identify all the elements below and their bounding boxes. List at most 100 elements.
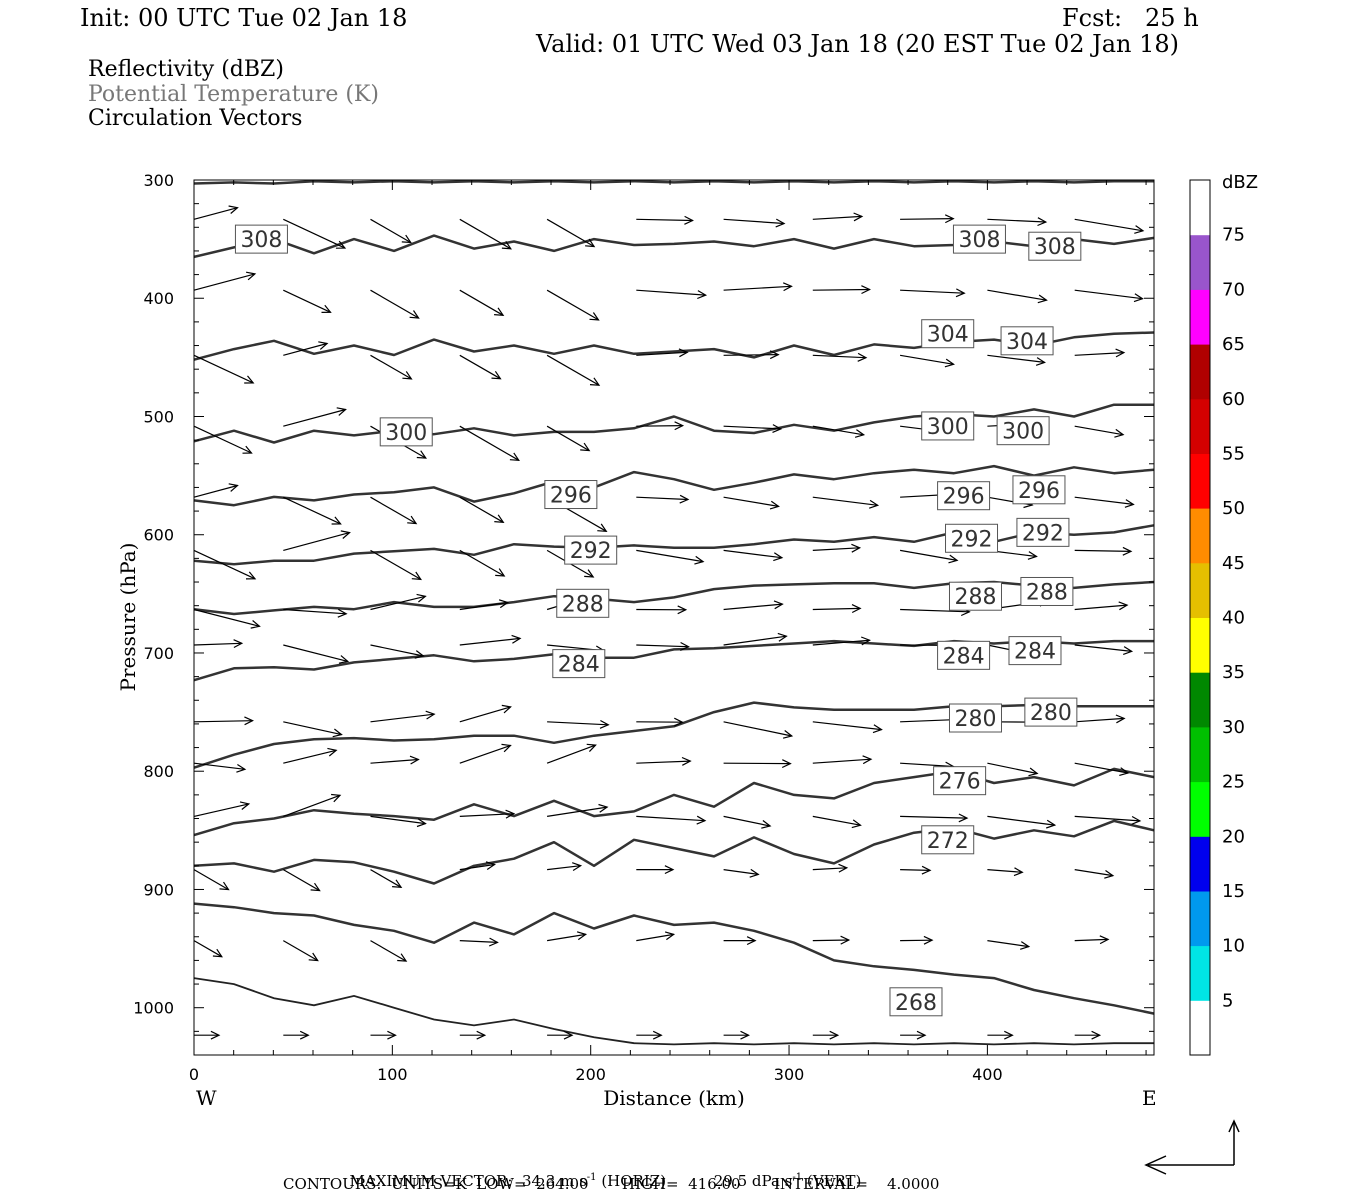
vector-head (1133, 293, 1144, 303)
vector-shaft (283, 721, 342, 736)
vector-head (1115, 348, 1126, 358)
vector-head (1046, 819, 1057, 829)
vector-head (488, 937, 499, 947)
vector-shaft (636, 644, 689, 648)
y-tick-label: 700 (143, 644, 174, 663)
vector-shaft (547, 933, 586, 942)
y-tick-label: 800 (143, 762, 174, 781)
vector-head (331, 793, 342, 803)
contour-label-box (933, 766, 987, 796)
contour-label-box (544, 480, 598, 510)
vector-shaft (636, 289, 706, 296)
vector-head (586, 743, 597, 753)
vector-head (511, 634, 522, 644)
contour-label-box (945, 523, 999, 553)
vector-shaft (900, 762, 954, 768)
vector-head (416, 818, 427, 828)
vector-shaft (1074, 869, 1113, 877)
colorbar-swatch (1190, 398, 1210, 454)
vector-head (1027, 551, 1038, 560)
vector-shaft (547, 865, 581, 871)
vector-shaft (636, 351, 688, 356)
vector-head (740, 1030, 750, 1040)
vector-shaft (812, 496, 878, 506)
vector-shaft (900, 218, 954, 220)
isentrope-308 (193, 179, 1154, 185)
vector-head (501, 240, 512, 250)
contour-label-box (937, 640, 991, 670)
contour-label: 300 (385, 421, 427, 446)
colorbar-tick-label: 65 (1222, 334, 1245, 355)
vector-shaft (370, 289, 419, 319)
contour-label-box (948, 703, 1002, 733)
x-tick-label: 300 (774, 1065, 805, 1084)
vector-shaft (193, 425, 252, 454)
vector-head (1035, 357, 1046, 366)
vector-head (696, 815, 707, 825)
vector-head (1124, 499, 1135, 508)
vector-shaft (193, 869, 229, 891)
vector-shaft (193, 642, 242, 646)
vector-head (674, 717, 684, 727)
colorbar-tick-label: 20 (1222, 826, 1245, 847)
vector-shaft (1074, 938, 1109, 942)
vector-head (485, 861, 496, 870)
colorbar-tick-label: 30 (1222, 717, 1245, 738)
vector-shaft (283, 218, 346, 249)
vector-shaft (723, 496, 779, 507)
y-tick-label: 500 (143, 407, 174, 426)
vector-shaft (193, 940, 223, 958)
vector-head (1037, 294, 1048, 304)
vector-head (851, 819, 862, 829)
vector-head (509, 452, 520, 461)
contour-label-box (552, 649, 606, 679)
vector-shaft (812, 215, 862, 220)
contour-label-box (556, 588, 610, 618)
vector-head (944, 358, 955, 368)
vector-shaft (283, 749, 337, 764)
max-vector-title: MAXIMUM VECTOR: (349, 1172, 513, 1190)
vector-head (416, 450, 427, 459)
vector-head (236, 763, 247, 773)
vector-shaft (987, 289, 1047, 301)
vector-head (495, 568, 506, 577)
west-label: W (196, 1086, 217, 1110)
colorbar-swatch (1190, 289, 1210, 345)
vector-shaft (812, 288, 870, 291)
legend-reflectivity: Reflectivity (dBZ) (88, 57, 284, 82)
contour-label: 292 (1022, 521, 1064, 546)
contour-label: 292 (570, 539, 612, 564)
contour-label: 304 (1006, 330, 1048, 355)
colorbar-tick-label: 55 (1222, 443, 1245, 464)
isentrope-268 (193, 902, 1155, 1015)
contour-label: 272 (927, 829, 969, 854)
east-label: E (1142, 1086, 1157, 1110)
vector-shaft (459, 425, 520, 461)
contour-label: 300 (1002, 420, 1044, 445)
vector-shaft (546, 289, 599, 321)
vector-shaft (723, 869, 759, 875)
vector-head (958, 813, 969, 823)
vector-head (916, 1030, 927, 1040)
vector-shaft (547, 721, 609, 726)
vector-head (772, 424, 783, 433)
vector-shaft (370, 595, 426, 611)
colorbar-swatch (1190, 890, 1210, 947)
vector-shaft (546, 354, 600, 386)
y-tick-label: 600 (143, 526, 174, 545)
max-vector-label: MAXIMUM VECTOR: 34.3 m s-1 (HORIZ) 29.5 … (340, 1158, 862, 1190)
vector-head (923, 935, 934, 945)
vector-shaft (987, 218, 1046, 223)
contour-label: 276 (939, 770, 981, 795)
vector-head (476, 1030, 487, 1040)
vector-head (664, 931, 676, 941)
vector-shaft (1074, 425, 1124, 436)
contour-label-box (921, 411, 975, 441)
vector-head (854, 429, 866, 438)
contour-label: 284 (1014, 640, 1056, 665)
vector-shaft (1074, 604, 1128, 611)
contour-label-box (952, 224, 1006, 254)
vector-head (680, 641, 690, 651)
vector-shaft (459, 289, 504, 316)
